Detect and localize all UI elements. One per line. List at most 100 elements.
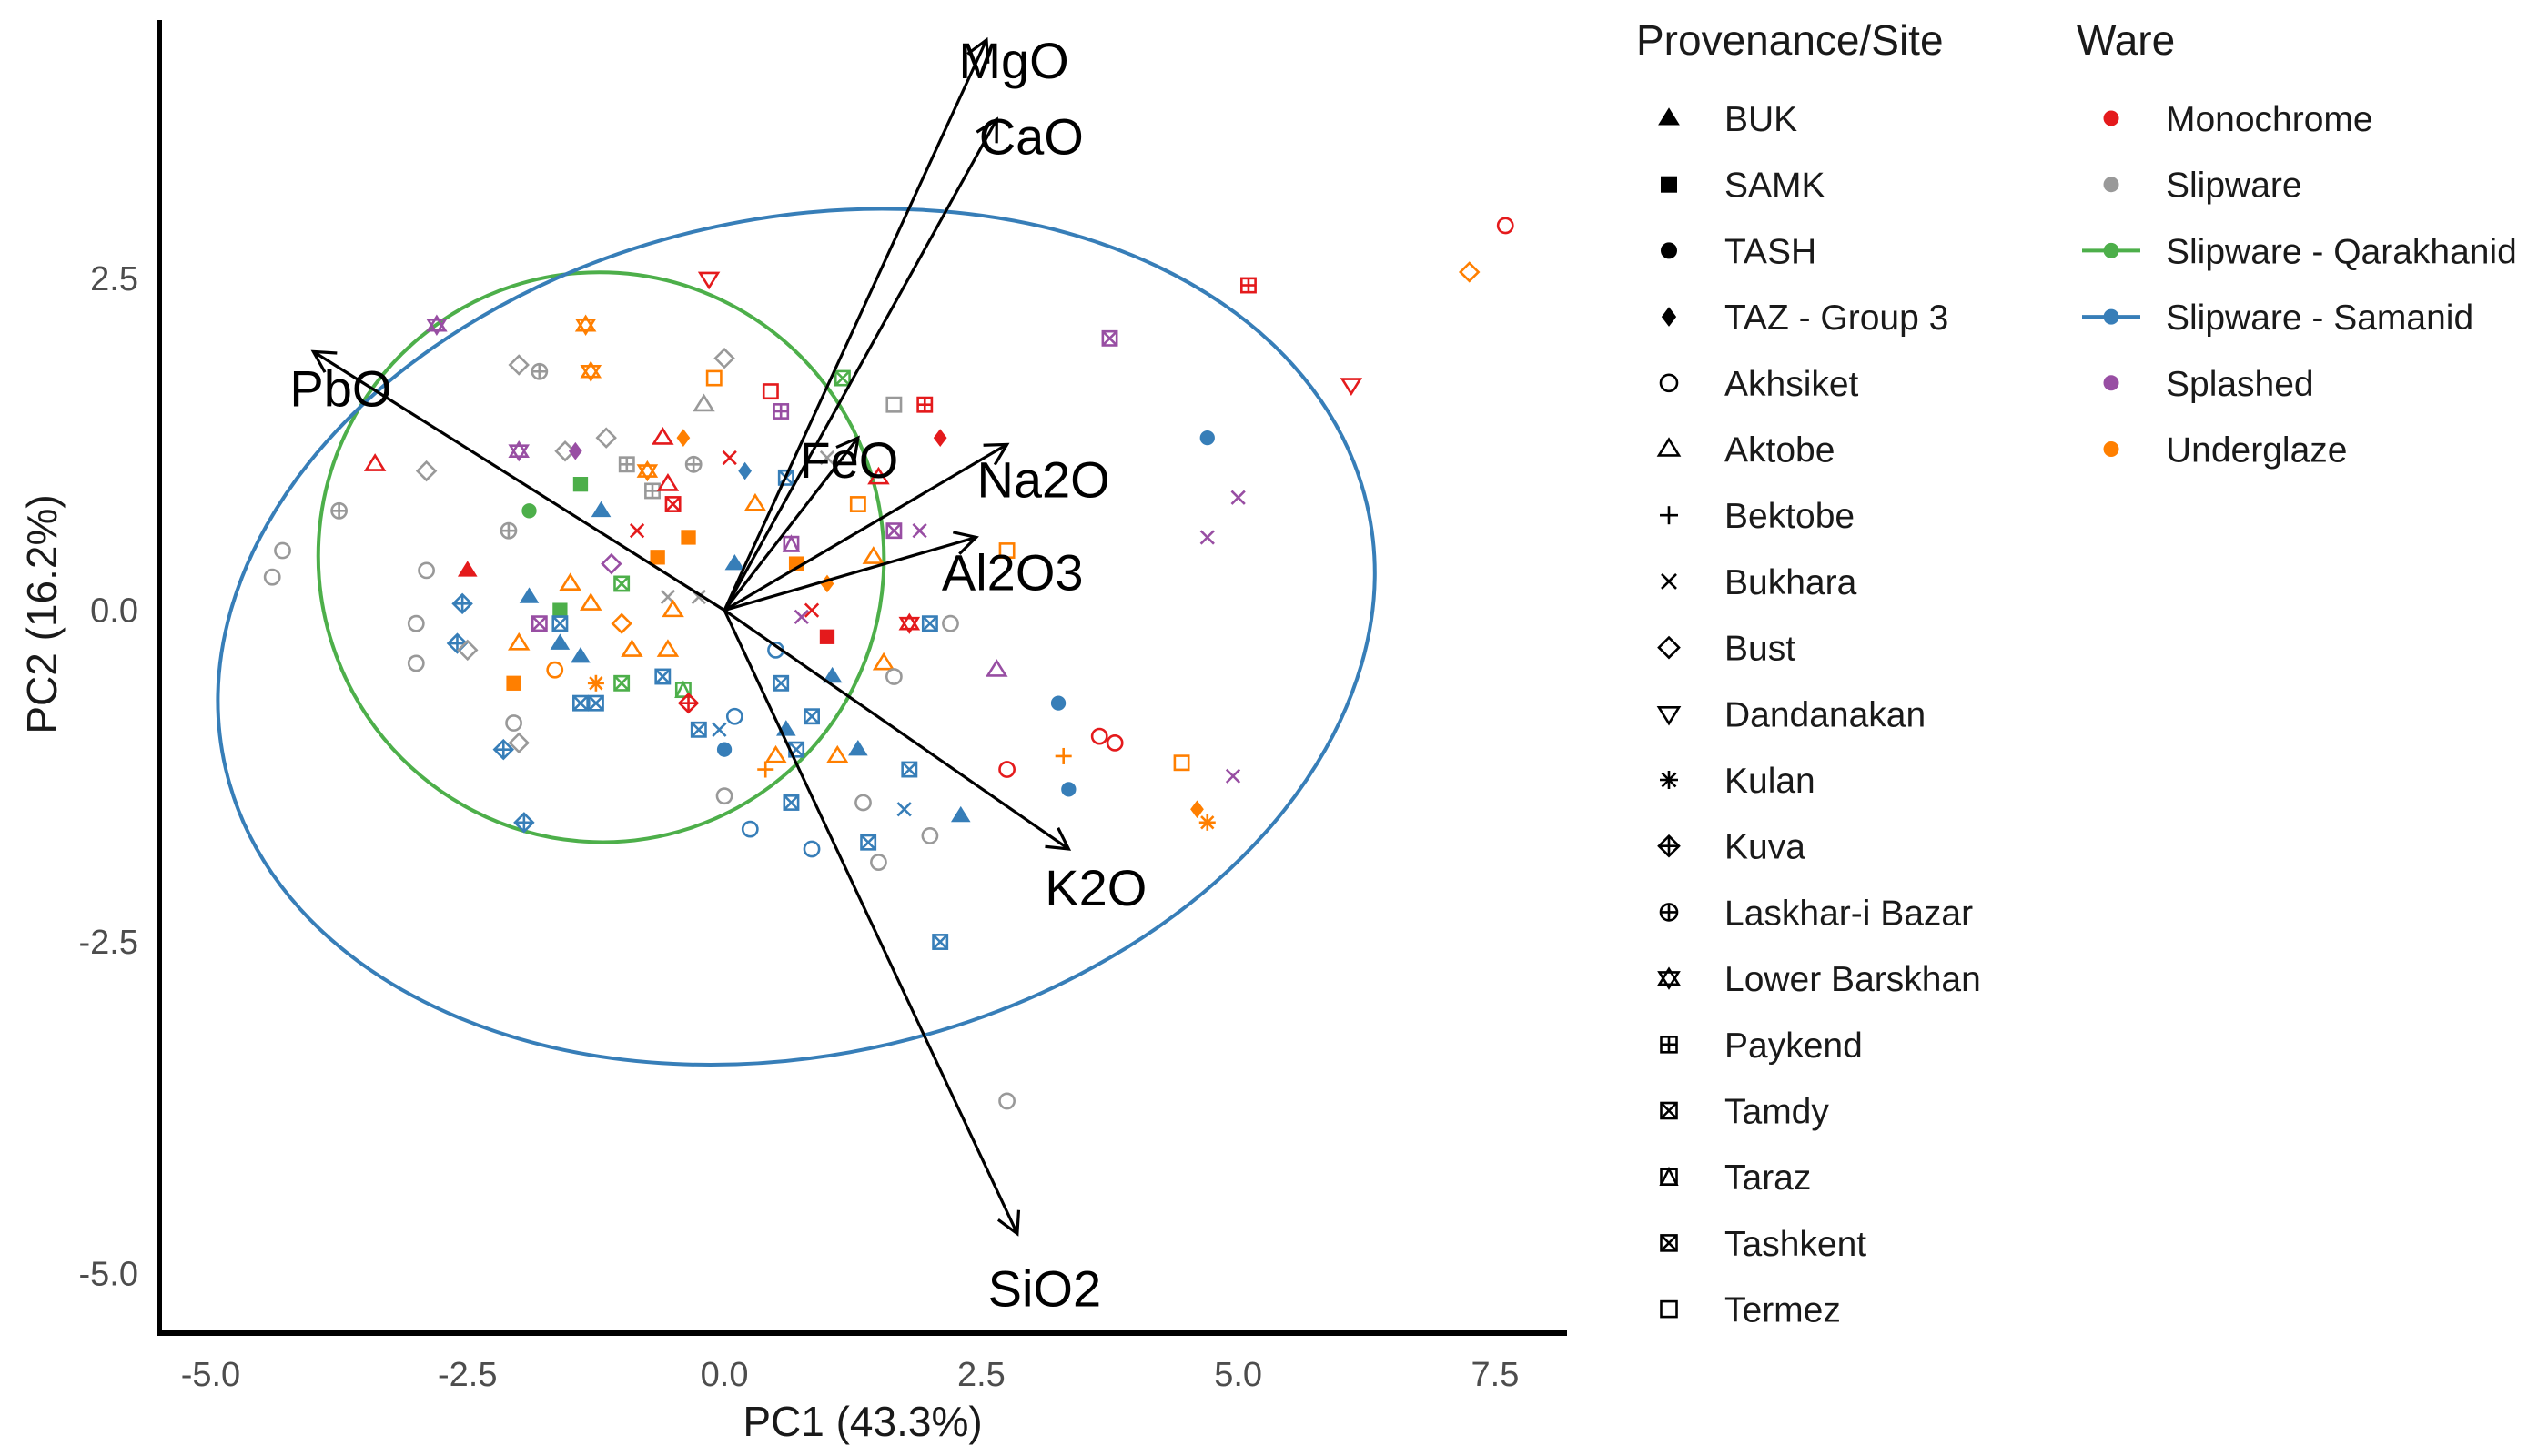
legend-site-key [1656, 437, 1682, 457]
data-point-127 [998, 1092, 1016, 1110]
data-point-59 [664, 496, 682, 512]
data-point-43 [595, 427, 617, 449]
loading-label-na2o: Na2O [976, 450, 1109, 508]
data-point-97 [822, 666, 843, 683]
legend-site-key [1658, 107, 1680, 126]
data-point-77 [762, 383, 779, 400]
loading-arrowhead-al2o3 [952, 531, 979, 555]
legend-site-item: TAZ - Group 3 [1661, 298, 1948, 338]
loading-arrowhead-cao [976, 116, 998, 144]
legend-site-item: Aktobe [1656, 431, 1835, 470]
data-point-21 [531, 615, 548, 632]
legend-site-key [1659, 903, 1679, 922]
legend-site-item: TASH [1661, 232, 1816, 271]
data-point-50 [636, 460, 659, 482]
data-point-29 [574, 314, 597, 336]
axes [157, 20, 1567, 1336]
data-point-20 [519, 587, 540, 603]
legend-site-key [1661, 572, 1677, 590]
data-point-60 [676, 429, 691, 447]
legend-site-label: Akhsiket [1724, 365, 1859, 404]
data-point-41 [591, 500, 612, 518]
legend-site-label: Lower Barskhan [1724, 960, 1981, 999]
legend-site-label: SAMK [1724, 167, 1825, 206]
legend-site-item: Akhsiket [1659, 365, 1859, 404]
data-point-10 [446, 632, 469, 654]
legend-site-key [1661, 242, 1677, 259]
data-point-107 [885, 396, 903, 413]
data-point-138 [1458, 261, 1481, 283]
data-point-108 [916, 396, 934, 413]
legend-ware-label: Slipware - Qarakhanid [2166, 232, 2517, 271]
data-point-144 [803, 840, 821, 858]
data-point-22 [550, 633, 571, 650]
loading-arrow-na2o [723, 443, 1008, 612]
loading-label-pbo: PbO [289, 359, 391, 417]
data-point-133 [1190, 800, 1204, 819]
data-point-109 [933, 429, 947, 447]
legend-ware-dot [2103, 441, 2119, 457]
data-point-42 [601, 552, 622, 575]
data-point-99 [848, 740, 868, 756]
loading-arrowhead-k2o [1045, 827, 1072, 851]
data-point-82 [794, 609, 809, 625]
loading-label-k2o: K2O [1045, 859, 1147, 916]
data-point-136 [1239, 277, 1257, 294]
loading-sio2: SiO2 [723, 609, 1102, 1318]
legend-site-key [1657, 635, 1681, 660]
legend-site-item: Lower Barskhan [1657, 960, 1981, 999]
data-point-132 [1173, 754, 1190, 772]
data-point-84 [773, 674, 790, 692]
loading-mgo: MgO [723, 32, 1069, 612]
data-point-123 [1055, 747, 1072, 764]
legend-ware-item: Splashed [2103, 365, 2314, 404]
data-point-141 [690, 721, 707, 738]
data-point-106 [870, 854, 887, 871]
loading-label-sio2: SiO2 [988, 1260, 1102, 1318]
legend-ware-item: Slipware - Samanid [2082, 298, 2473, 338]
data-point-1 [274, 541, 291, 560]
data-point-69 [724, 553, 745, 571]
legend-site-key [1659, 373, 1679, 393]
data-point-98 [826, 744, 849, 763]
data-point-8 [407, 614, 425, 632]
data-point-68 [713, 347, 735, 369]
data-point-140 [697, 271, 721, 290]
loading-label-al2o3: Al2O3 [942, 543, 1084, 601]
legend-site-item: SAMK [1661, 167, 1825, 206]
data-point-24 [508, 732, 530, 754]
legend-site-label: TASH [1724, 232, 1816, 271]
data-point-19 [506, 675, 521, 691]
legend-ware-label: Underglaze [2166, 431, 2347, 470]
data-point-125 [1106, 733, 1124, 752]
data-point-64 [674, 680, 693, 699]
data-point-5 [415, 460, 438, 482]
y-tick-label: 0.0 [90, 592, 138, 631]
data-point-7 [418, 561, 435, 580]
data-point-26 [513, 812, 535, 834]
data-point-119 [998, 542, 1016, 559]
legend-ware-label: Monochrome [2166, 100, 2373, 139]
legend-site-label: Bektobe [1724, 497, 1855, 536]
legend-ware-item: Slipware [2103, 167, 2302, 206]
data-point-78 [773, 403, 790, 420]
data-points [263, 217, 1514, 1110]
data-point-104 [872, 652, 895, 671]
data-point-23 [505, 714, 522, 732]
data-point-93 [862, 546, 885, 564]
legend-ware-item: Underglaze [2103, 431, 2347, 470]
y-tick-label: 2.5 [90, 260, 138, 298]
ellipse-slipware-qarakhanid [316, 270, 886, 844]
legend-site-key [1657, 834, 1681, 858]
x-tick-label: 5.0 [1214, 1356, 1262, 1394]
legend-sites-title: Provenance/Site [1636, 16, 1944, 64]
data-point-114 [896, 802, 912, 817]
data-point-73 [715, 787, 733, 805]
legend-site-item: Paykend [1660, 1026, 1863, 1066]
loading-arrow-cao [723, 118, 998, 612]
legend-ware-label: Splashed [2166, 365, 2314, 404]
data-point-129 [1199, 430, 1215, 446]
data-point-48 [621, 639, 643, 657]
legend-site-item: Taraz [1659, 1158, 1811, 1198]
data-point-65 [677, 692, 700, 714]
